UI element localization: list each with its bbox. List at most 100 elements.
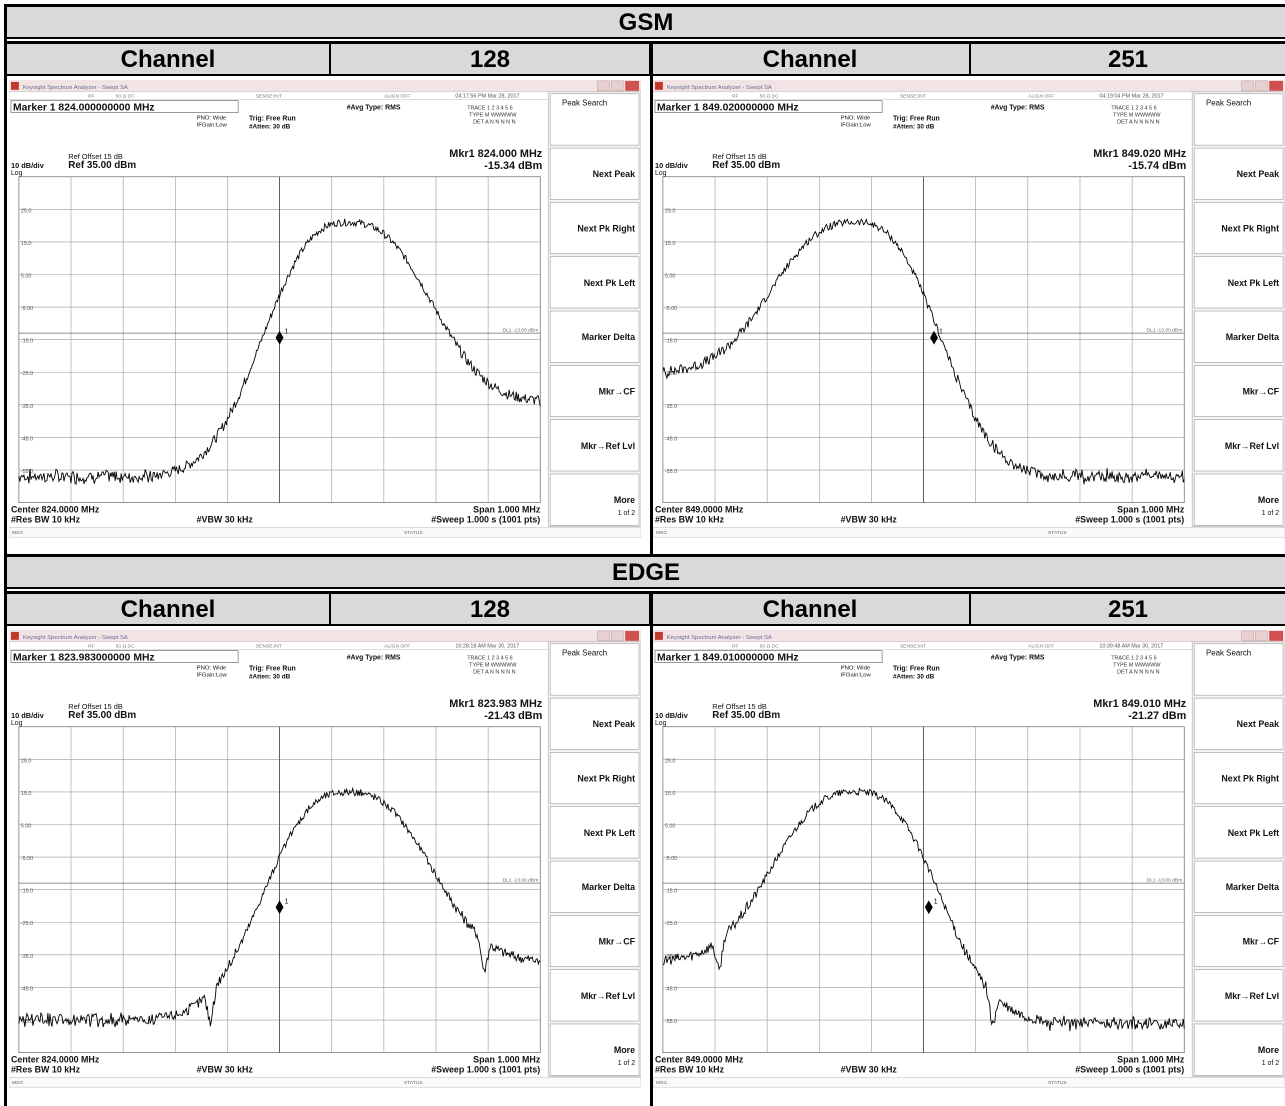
y-tick-label: 25.0 xyxy=(21,208,32,214)
timestamp: 04:17:56 PM Mar 28, 2017 xyxy=(455,94,519,100)
softkey-button[interactable] xyxy=(1193,697,1284,750)
softkey-label[interactable]: More xyxy=(1258,1045,1279,1055)
softkey-label[interactable]: Mkr→CF xyxy=(599,386,636,396)
softkey-button[interactable] xyxy=(549,365,640,417)
softkey-label[interactable]: Next Pk Right xyxy=(577,224,635,234)
softkey-label[interactable]: More xyxy=(614,1045,635,1055)
softkey-label[interactable]: Mkr→Ref Lvl xyxy=(581,441,635,451)
softkey-label[interactable]: Next Pk Right xyxy=(1221,774,1279,784)
y-tick-label: -5.00 xyxy=(665,856,677,862)
softkey-label[interactable]: Marker Delta xyxy=(1226,882,1279,892)
softkey-label[interactable]: Mkr→Ref Lvl xyxy=(1225,441,1279,451)
softkey-button[interactable] xyxy=(549,969,640,1022)
softkey-button[interactable] xyxy=(549,473,640,526)
softkey-label[interactable]: Peak Search xyxy=(562,99,607,108)
softkey-label[interactable]: Next Peak xyxy=(593,719,635,729)
softkey-label[interactable]: Next Peak xyxy=(1237,169,1279,179)
maximize-button[interactable] xyxy=(1255,630,1268,642)
maximize-button[interactable] xyxy=(611,630,624,642)
softkey-button[interactable] xyxy=(1193,256,1284,309)
avg-type: #Avg Type: RMS xyxy=(991,105,1045,112)
status-label: STATUS xyxy=(1048,530,1067,536)
softkey-button[interactable] xyxy=(549,915,640,967)
softkey-button[interactable] xyxy=(1193,419,1284,472)
spectrum-analyzer-screen: Keysight Spectrum Analyzer - Swept SA RF 5… xyxy=(653,79,1285,549)
align-label: ALIGN OFF xyxy=(1028,644,1054,650)
pno-label: PNO: Wide xyxy=(841,665,871,671)
softkey-label[interactable]: Marker Delta xyxy=(582,332,635,342)
maximize-button[interactable] xyxy=(611,80,624,92)
trace-row: TRACE 1 2 3 4 5 6 xyxy=(467,656,513,662)
marker-diamond-icon xyxy=(275,900,284,915)
softkey-label[interactable]: Next Pk Left xyxy=(584,828,635,838)
status-label: STATUS xyxy=(1048,1080,1067,1086)
softkey-button[interactable] xyxy=(1193,93,1284,146)
softkey-button[interactable] xyxy=(1193,202,1284,255)
softkey-button[interactable] xyxy=(1193,752,1284,805)
softkey-button[interactable] xyxy=(1193,643,1284,696)
close-button[interactable] xyxy=(1269,80,1284,91)
softkey-button[interactable] xyxy=(549,1023,640,1076)
softkey-label[interactable]: Mkr→CF xyxy=(1243,386,1280,396)
softkey-label[interactable]: Mkr→CF xyxy=(599,936,636,946)
softkey-button[interactable] xyxy=(1193,473,1284,526)
softkey-button[interactable] xyxy=(549,860,640,913)
softkey-label[interactable]: Mkr→CF xyxy=(1243,936,1280,946)
softkey-button[interactable] xyxy=(549,419,640,472)
softkey-button[interactable] xyxy=(549,643,640,696)
softkey-button[interactable] xyxy=(1193,1023,1284,1076)
trace-type-row: TYPE M WWWWW xyxy=(1113,663,1161,669)
center-frequency: Center 849.0000 MHz xyxy=(655,504,744,514)
softkey-label[interactable]: Next Pk Left xyxy=(584,278,635,288)
close-button[interactable] xyxy=(625,630,640,641)
softkey-label[interactable]: Marker Delta xyxy=(582,882,635,892)
softkey-label[interactable]: Next Pk Right xyxy=(1221,224,1279,234)
softkey-label[interactable]: Next Pk Left xyxy=(1228,278,1279,288)
softkey-label[interactable]: Peak Search xyxy=(562,649,607,658)
close-button[interactable] xyxy=(1269,630,1284,641)
softkey-button[interactable] xyxy=(1193,860,1284,913)
softkey-button[interactable] xyxy=(1193,365,1284,417)
minimize-button[interactable] xyxy=(1241,630,1254,642)
softkey-button[interactable] xyxy=(1193,310,1284,363)
softkey-button[interactable] xyxy=(549,256,640,309)
softkey-button[interactable] xyxy=(1193,147,1284,200)
softkey-button[interactable] xyxy=(549,752,640,805)
res-bw: #Res BW 10 kHz xyxy=(11,514,81,524)
softkey-label[interactable]: Next Pk Right xyxy=(577,774,635,784)
minimize-button[interactable] xyxy=(597,80,610,92)
softkey-button[interactable] xyxy=(1193,806,1284,859)
trigger-label: Trig: Free Run xyxy=(893,115,940,122)
softkey-label[interactable]: Next Pk Left xyxy=(1228,828,1279,838)
marker-readout-box xyxy=(654,100,883,113)
timestamp: 10:39:48 AM Mar 30, 2017 xyxy=(1099,644,1163,650)
softkey-button[interactable] xyxy=(1193,969,1284,1022)
softkey-button[interactable] xyxy=(1193,915,1284,967)
softkey-button[interactable] xyxy=(549,202,640,255)
span: Span 1.000 MHz xyxy=(1117,504,1185,514)
minimize-button[interactable] xyxy=(597,630,610,642)
softkey-label[interactable]: Next Peak xyxy=(593,169,635,179)
softkey-label[interactable]: More xyxy=(614,495,635,505)
softkey-label[interactable]: Mkr→Ref Lvl xyxy=(1225,991,1279,1001)
minimize-button[interactable] xyxy=(1241,80,1254,92)
avg-type: #Avg Type: RMS xyxy=(347,105,401,112)
softkey-label[interactable]: More xyxy=(1258,495,1279,505)
softkey-label[interactable]: Peak Search xyxy=(1206,99,1251,108)
softkey-button[interactable] xyxy=(549,310,640,363)
softkey-label[interactable]: Marker Delta xyxy=(1226,332,1279,342)
maximize-button[interactable] xyxy=(1255,80,1268,92)
softkey-button[interactable] xyxy=(549,806,640,859)
y-tick-label: 5.00 xyxy=(665,273,676,279)
sweep: #Sweep 1.000 s (1001 pts) xyxy=(431,1064,540,1074)
softkey-label[interactable]: Next Peak xyxy=(1237,719,1279,729)
close-button[interactable] xyxy=(625,80,640,91)
softkey-label[interactable]: Mkr→Ref Lvl xyxy=(581,991,635,1001)
app-icon xyxy=(654,631,663,640)
softkey-button[interactable] xyxy=(549,697,640,750)
impedance-label: 50 Ω DC xyxy=(116,644,135,650)
ref-offset: Ref Offset 15 dB xyxy=(712,702,767,711)
softkey-label[interactable]: Peak Search xyxy=(1206,649,1251,658)
softkey-button[interactable] xyxy=(549,93,640,146)
softkey-button[interactable] xyxy=(549,147,640,200)
